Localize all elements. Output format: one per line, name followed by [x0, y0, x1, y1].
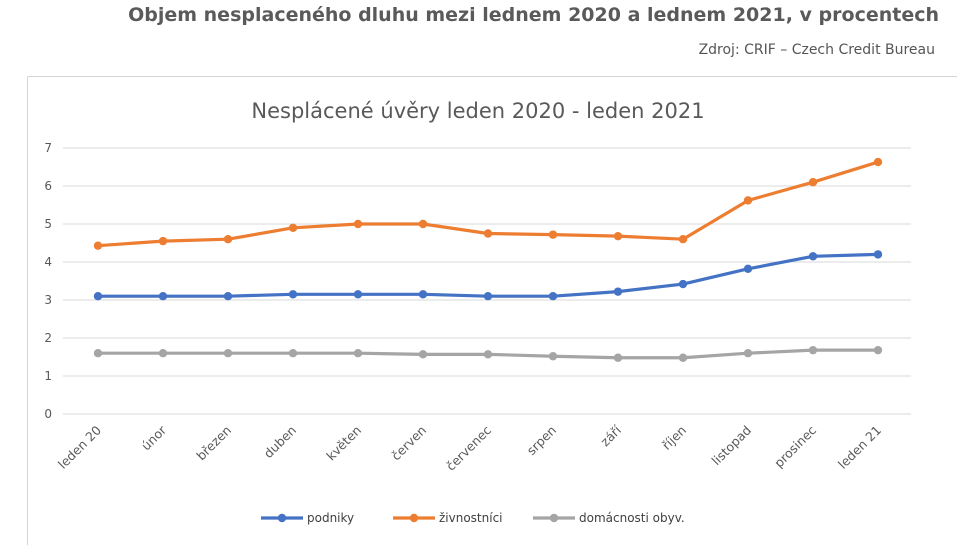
y-tick-label: 7 [44, 141, 52, 155]
line-chart: Nesplácené úvěry leden 2020 - leden 2021… [44, 99, 911, 525]
y-tick-label: 5 [44, 217, 52, 231]
data-point [743, 264, 753, 274]
data-point [613, 353, 623, 362]
legend-item: živnostníci [393, 511, 503, 525]
data-point [483, 350, 493, 359]
data-point [288, 349, 298, 358]
data-point [223, 292, 233, 301]
data-point [483, 292, 493, 301]
x-tick-label: červen [388, 423, 429, 464]
data-point [353, 290, 363, 299]
y-tick-label: 0 [44, 407, 52, 421]
data-point [353, 219, 363, 229]
x-tick-label: duben [261, 423, 299, 461]
x-tick-label: leden 20 [55, 422, 104, 471]
series-0 [93, 250, 883, 301]
legend-label: domácnosti obyv. [579, 511, 685, 525]
x-tick-label: listopad [708, 423, 754, 469]
data-point [158, 349, 168, 358]
data-point [288, 290, 298, 299]
legend-item: podniky [261, 511, 354, 525]
series-line [96, 252, 880, 298]
x-tick-label: srpen [524, 423, 559, 458]
chart-title: Nesplácené úvěry leden 2020 - leden 2021 [251, 99, 704, 123]
x-tick-label: březen [193, 423, 234, 464]
x-tick-label: září [597, 422, 624, 449]
data-point [223, 235, 233, 244]
data-point [93, 292, 103, 301]
series-1 [93, 157, 883, 250]
data-point [548, 352, 558, 361]
x-tick-label: říjen [659, 423, 689, 453]
data-point [808, 252, 818, 261]
data-point [678, 279, 688, 289]
x-tick-label: únor [138, 422, 169, 453]
data-point [418, 350, 428, 359]
y-tick-label: 4 [44, 255, 52, 269]
data-point [873, 157, 883, 167]
y-tick-label: 1 [44, 369, 52, 383]
y-tick-label: 2 [44, 331, 52, 345]
data-point [418, 290, 428, 299]
data-point [93, 349, 103, 358]
data-point [288, 223, 298, 232]
source-note: Zdroj: CRIF – Czech Credit Bureau [698, 42, 935, 58]
x-tick-label: prosinec [771, 422, 819, 470]
data-point [678, 235, 688, 244]
x-tick-label: červenec [443, 422, 494, 473]
page-title: Objem nesplaceného dluhu mezi lednem 202… [128, 4, 939, 26]
chart-area: Nesplácené úvěry leden 2020 - leden 2021… [27, 76, 957, 545]
data-point [613, 287, 623, 296]
data-point [158, 236, 168, 246]
data-point [873, 250, 883, 259]
data-point [808, 345, 818, 355]
data-point [873, 345, 883, 355]
y-tick-label: 6 [44, 179, 52, 193]
data-point [223, 349, 233, 358]
data-point [93, 241, 103, 250]
x-tick-label: květen [323, 423, 364, 464]
data-point [743, 196, 753, 205]
legend-swatch-marker [277, 513, 287, 523]
legend-label: živnostníci [439, 511, 503, 525]
legend-label: podniky [307, 511, 354, 525]
data-point [743, 349, 753, 358]
y-tick-label: 3 [44, 293, 52, 307]
series-2 [93, 345, 883, 362]
legend-item: domácnosti obyv. [533, 511, 685, 525]
legend-swatch-marker [549, 513, 559, 523]
data-point [548, 292, 558, 301]
data-point [158, 292, 168, 301]
data-point [483, 229, 493, 238]
data-point [353, 349, 363, 358]
data-point [418, 219, 428, 229]
x-tick-label: leden 21 [835, 423, 884, 472]
data-point [678, 353, 688, 362]
data-point [548, 230, 558, 239]
data-point [613, 231, 623, 241]
legend-swatch-marker [409, 513, 419, 523]
data-point [808, 178, 818, 187]
